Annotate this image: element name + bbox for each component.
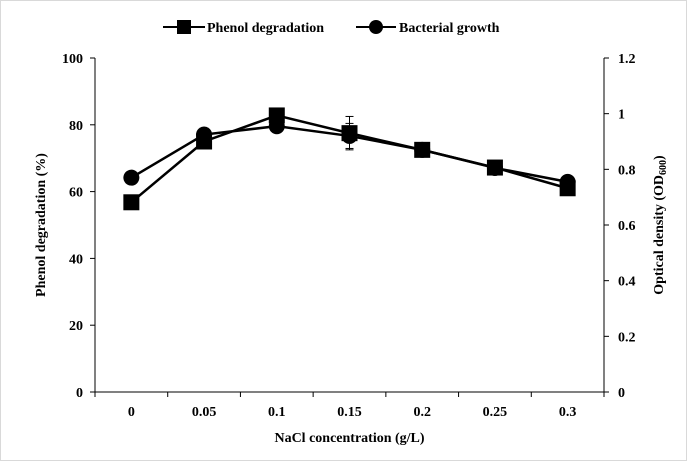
left-y-tick-label: 40: [69, 252, 83, 267]
ticks-layer: 0 20 40 60 80 100 0 0.2 0.4 0.6 0.8 1 1.2 0 0.05 0.1 0.1…: [62, 52, 636, 420]
left-y-tick-label: 20: [69, 319, 83, 334]
x-tick-label: 0: [128, 405, 135, 420]
circle-data-point: [341, 127, 358, 144]
right-y-tick-label: 0.8: [618, 163, 636, 178]
x-tick-label: 0.15: [337, 405, 362, 420]
right-y-tick-label: 0.4: [618, 275, 636, 290]
circle-data-point: [268, 118, 285, 135]
circle-data-point: [123, 169, 140, 186]
left-y-axis-title: Phenol degradation (%): [34, 153, 49, 297]
right-y-axis-title-subscript: 600: [658, 160, 669, 175]
series-layer: [123, 107, 576, 211]
legend: Phenol degradation Bacterial growth: [163, 20, 500, 36]
circle-data-point: [196, 126, 213, 143]
left-y-tick-label: 100: [62, 52, 83, 67]
legend-label-bacterial: Bacterial growth: [399, 21, 500, 36]
right-y-tick-label: 1.2: [618, 52, 636, 67]
square-data-point: [123, 194, 140, 211]
right-y-axis-title-main: Optical density (OD: [652, 175, 667, 295]
right-y-axis-title-close: ): [652, 155, 667, 160]
x-tick-label: 0.25: [483, 405, 508, 420]
legend-square-marker: [177, 20, 191, 34]
x-tick-label: 0.1: [268, 405, 286, 420]
left-y-tick-label: 80: [69, 119, 83, 134]
series-bacterial-growth: [123, 118, 576, 190]
left-y-tick-label: 0: [76, 386, 83, 401]
right-y-tick-label: 1: [618, 108, 625, 123]
series-phenol-degradation: [123, 107, 576, 211]
left-y-tick-label: 60: [69, 186, 83, 201]
x-axis-title: NaCl concentration (g/L): [274, 431, 424, 446]
circle-data-point: [486, 159, 503, 176]
x-tick-label: 0.2: [413, 405, 431, 420]
right-y-tick-label: 0.6: [618, 219, 636, 234]
x-tick-label: 0.3: [559, 405, 577, 420]
legend-label-phenol: Phenol degradation: [207, 21, 324, 36]
legend-circle-marker: [369, 20, 383, 34]
circle-data-point: [414, 141, 431, 158]
right-y-axis-title: Optical density (OD600): [652, 155, 669, 295]
right-y-tick-label: 0.2: [618, 330, 636, 345]
circle-data-point: [559, 173, 576, 190]
right-y-tick-label: 0: [618, 386, 625, 401]
x-tick-label: 0.05: [192, 405, 217, 420]
